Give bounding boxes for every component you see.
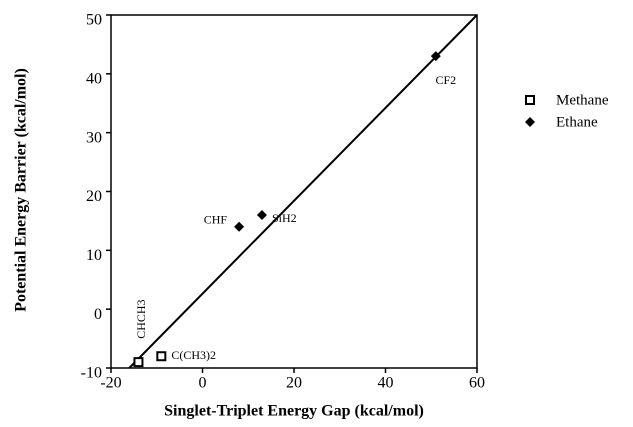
- point-label: CF2: [435, 73, 456, 87]
- x-axis-title: Singlet-Triplet Energy Gap (kcal/mol): [164, 403, 424, 420]
- x-tick-label: 40: [378, 375, 394, 392]
- y-tick-label: 30: [86, 129, 102, 146]
- y-tick-label: 40: [86, 71, 102, 88]
- point-label: C(CH3)2: [171, 348, 216, 362]
- y-axis-title: Potential Energy Barrier (kcal/mol): [13, 68, 30, 312]
- x-tick-label: 60: [469, 375, 485, 392]
- y-tick-label: 0: [94, 306, 102, 323]
- fit-line: [128, 14, 478, 369]
- y-tick-label: 20: [86, 188, 102, 205]
- x-tick-label: 0: [199, 375, 207, 392]
- legend-label: Methane: [556, 92, 609, 108]
- point-label: CHF: [204, 213, 228, 227]
- point-label: SiH2: [272, 211, 297, 225]
- legend-label: Ethane: [556, 114, 598, 130]
- x-tick-label: 20: [286, 375, 302, 392]
- legend-marker: [525, 117, 535, 127]
- y-tick-label: -10: [81, 365, 102, 382]
- plot-frame: [110, 14, 478, 369]
- y-tick-label: 50: [86, 12, 102, 29]
- point: [234, 221, 245, 232]
- legend-marker: [525, 95, 535, 105]
- point: [430, 51, 441, 62]
- point: [133, 357, 144, 368]
- x-tick-label: -20: [100, 375, 121, 392]
- point: [256, 210, 267, 221]
- point-label: CHCH3: [134, 299, 148, 338]
- y-tick-label: 10: [86, 247, 102, 264]
- point: [156, 351, 167, 362]
